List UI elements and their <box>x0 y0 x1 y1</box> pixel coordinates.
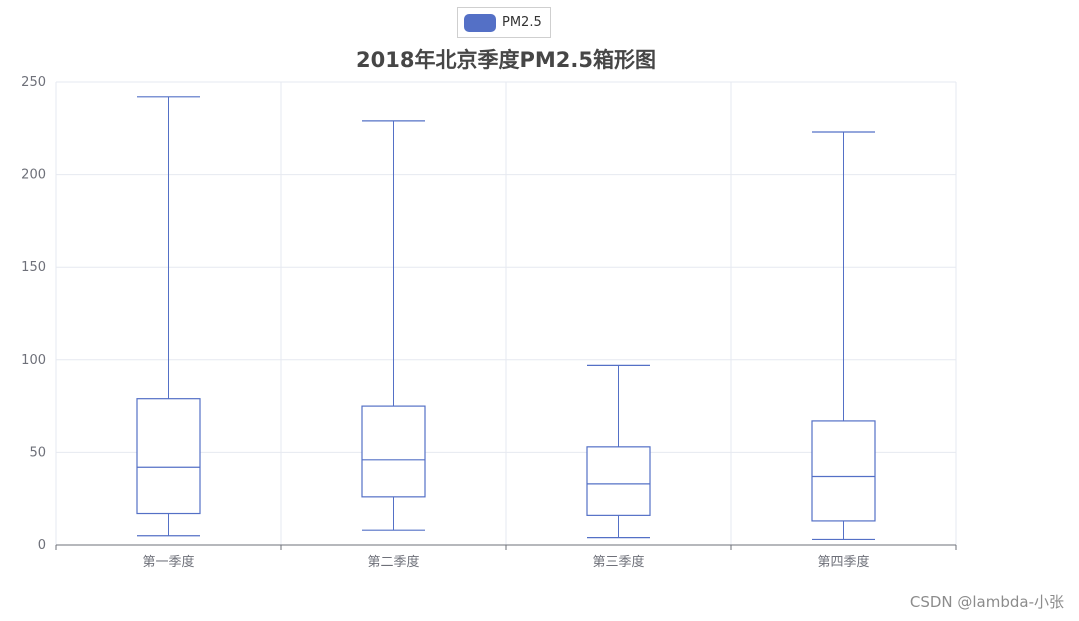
y-tick-label: 200 <box>21 168 46 183</box>
y-tick-label: 100 <box>21 353 46 368</box>
x-tick-label: 第一季度 <box>142 554 194 570</box>
y-tick-label: 50 <box>29 445 46 460</box>
y-tick-label: 250 <box>21 75 46 90</box>
box-iqr <box>811 420 876 522</box>
box-iqr <box>361 405 426 498</box>
chart-legend[interactable]: PM2.5 <box>457 7 551 38</box>
x-tick-label: 第二季度 <box>367 554 419 570</box>
legend-swatch <box>464 13 496 32</box>
legend-label: PM2.5 <box>502 15 542 30</box>
box-iqr <box>586 446 651 516</box>
x-tick-label: 第四季度 <box>817 554 869 570</box>
chart-title: 2018年北京季度PM2.5箱形图 <box>356 48 656 72</box>
y-tick-label: 0 <box>38 538 46 553</box>
y-tick-label: 150 <box>21 260 46 275</box>
box-iqr <box>136 398 201 515</box>
watermark: CSDN @lambda-小张 <box>909 593 1064 611</box>
x-tick-label: 第三季度 <box>592 554 644 570</box>
